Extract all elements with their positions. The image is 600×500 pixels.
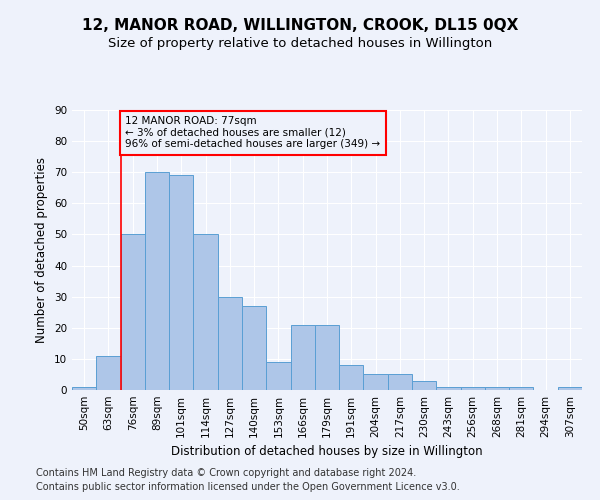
Bar: [315, 324, 339, 390]
Bar: [364, 374, 388, 390]
Text: Contains public sector information licensed under the Open Government Licence v3: Contains public sector information licen…: [36, 482, 460, 492]
Bar: [242, 306, 266, 390]
Bar: [72, 387, 96, 390]
Bar: [193, 234, 218, 390]
Text: 12, MANOR ROAD, WILLINGTON, CROOK, DL15 0QX: 12, MANOR ROAD, WILLINGTON, CROOK, DL15 …: [82, 18, 518, 32]
Y-axis label: Number of detached properties: Number of detached properties: [35, 157, 49, 343]
Bar: [461, 387, 485, 390]
Bar: [339, 365, 364, 390]
Bar: [485, 387, 509, 390]
Bar: [218, 296, 242, 390]
Bar: [145, 172, 169, 390]
Bar: [121, 234, 145, 390]
Bar: [412, 380, 436, 390]
Text: 12 MANOR ROAD: 77sqm
← 3% of detached houses are smaller (12)
96% of semi-detach: 12 MANOR ROAD: 77sqm ← 3% of detached ho…: [125, 116, 380, 150]
Bar: [266, 362, 290, 390]
Bar: [388, 374, 412, 390]
Bar: [558, 387, 582, 390]
Text: Contains HM Land Registry data © Crown copyright and database right 2024.: Contains HM Land Registry data © Crown c…: [36, 468, 416, 477]
Bar: [509, 387, 533, 390]
Bar: [290, 324, 315, 390]
Bar: [96, 356, 121, 390]
X-axis label: Distribution of detached houses by size in Willington: Distribution of detached houses by size …: [171, 446, 483, 458]
Bar: [169, 176, 193, 390]
Bar: [436, 387, 461, 390]
Text: Size of property relative to detached houses in Willington: Size of property relative to detached ho…: [108, 38, 492, 51]
